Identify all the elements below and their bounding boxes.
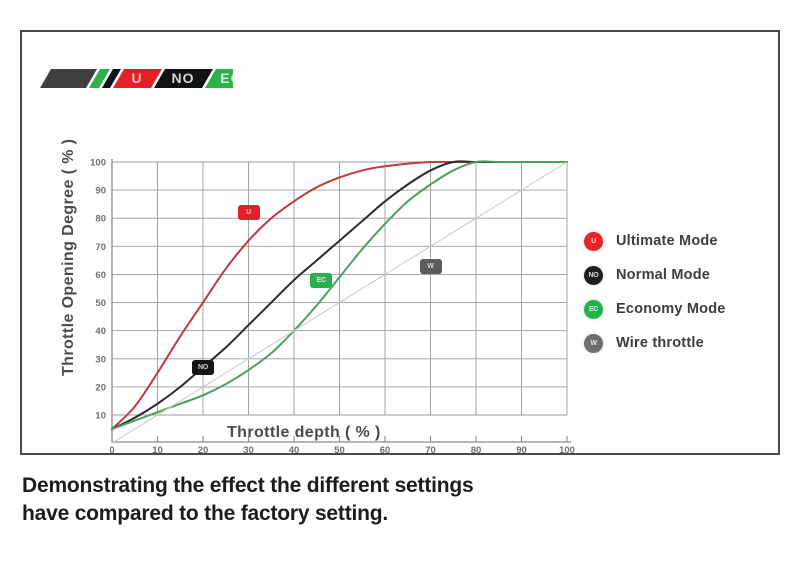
curve-badge-normal: NO [192,359,214,375]
legend-label: Normal Mode [616,267,711,283]
svg-text:60: 60 [95,270,106,281]
legend-marker-icon: W [584,333,603,353]
legend-item: W Wire throttle [584,326,774,360]
grid-lines [111,161,568,416]
svg-text:70: 70 [425,445,436,453]
svg-text:80: 80 [471,445,482,453]
svg-text:70: 70 [95,242,106,253]
brand-segment [102,69,121,88]
legend-marker-glyph: U [591,237,596,245]
legend-item: U Ultimate Mode [584,224,774,258]
brand-segment [89,69,110,88]
legend-item: NO Normal Mode [584,258,774,292]
legend-marker-icon: NO [584,265,603,285]
svg-text:100: 100 [559,445,575,453]
svg-text:30: 30 [95,354,106,365]
svg-text:10: 10 [95,411,106,422]
brand-segment [113,69,162,88]
chart-area: 0 10 20 30 40 50 60 70 80 90 100 10 20 30 40 50 60 70 80 90… [22,32,782,453]
svg-text:20: 20 [198,445,209,453]
svg-text:50: 50 [334,445,345,453]
svg-text:80: 80 [95,214,106,225]
svg-text:90: 90 [516,445,527,453]
svg-text:10: 10 [152,445,163,453]
caption-line-2: have compared to the factory setting. [22,501,389,525]
brand-segment-text: U [131,70,142,86]
brand-segment-text: NO [172,70,195,86]
legend-marker-glyph: W [590,339,597,347]
svg-text:20: 20 [95,382,106,393]
series-line [111,160,568,431]
caption-line-1: Demonstrating the effect the different s… [22,474,474,497]
figure-caption: Demonstrating the effect the different s… [22,472,622,527]
tick-marks [111,436,568,442]
legend-label: Ultimate Mode [616,233,718,249]
legend-marker-glyph: NO [588,271,599,279]
figure-frame: U NO EC 0 10 20 30 40 50 60 70 80 90 100 10 20 30 40 50 60… [20,30,780,455]
axis-lines [111,159,571,443]
curve-badge-wire: W [419,258,442,274]
curve-badge-ultimate: U [237,205,260,221]
svg-text:50: 50 [95,298,106,309]
chart-legend: U Ultimate Mode NO Normal Mode EC Economy Mod… [584,224,774,360]
legend-label: Wire throttle [616,335,704,351]
svg-text:40: 40 [95,326,106,337]
legend-item: EC Economy Mode [584,292,774,326]
x-axis-title: Throttle depth ( % ) [227,424,381,441]
series-paths [111,160,568,444]
curve-badge-economy: EC [310,272,333,288]
svg-text:100: 100 [90,158,106,169]
y-axis-title: Throttle Opening Degree ( % ) [60,138,77,376]
line-chart-plot: 0 10 20 30 40 50 60 70 80 90 100 10 20 30 40 50 60 70 80 90… [90,130,575,454]
legend-marker-glyph: EC [588,305,599,313]
legend-marker-icon: U [584,231,603,251]
tick-labels: 0 10 20 30 40 50 60 70 80 90 100 10 20 30 40 50 60 70 80 90… [90,158,575,454]
brand-segment [40,69,97,88]
legend-marker-icon: EC [584,299,603,319]
svg-text:30: 30 [243,445,254,453]
brand-segment [154,69,213,88]
series-line [111,161,568,444]
legend-label: Economy Mode [616,301,726,317]
svg-text:90: 90 [95,186,106,197]
svg-text:0: 0 [109,445,114,453]
svg-text:40: 40 [289,445,300,453]
svg-text:60: 60 [380,445,391,453]
